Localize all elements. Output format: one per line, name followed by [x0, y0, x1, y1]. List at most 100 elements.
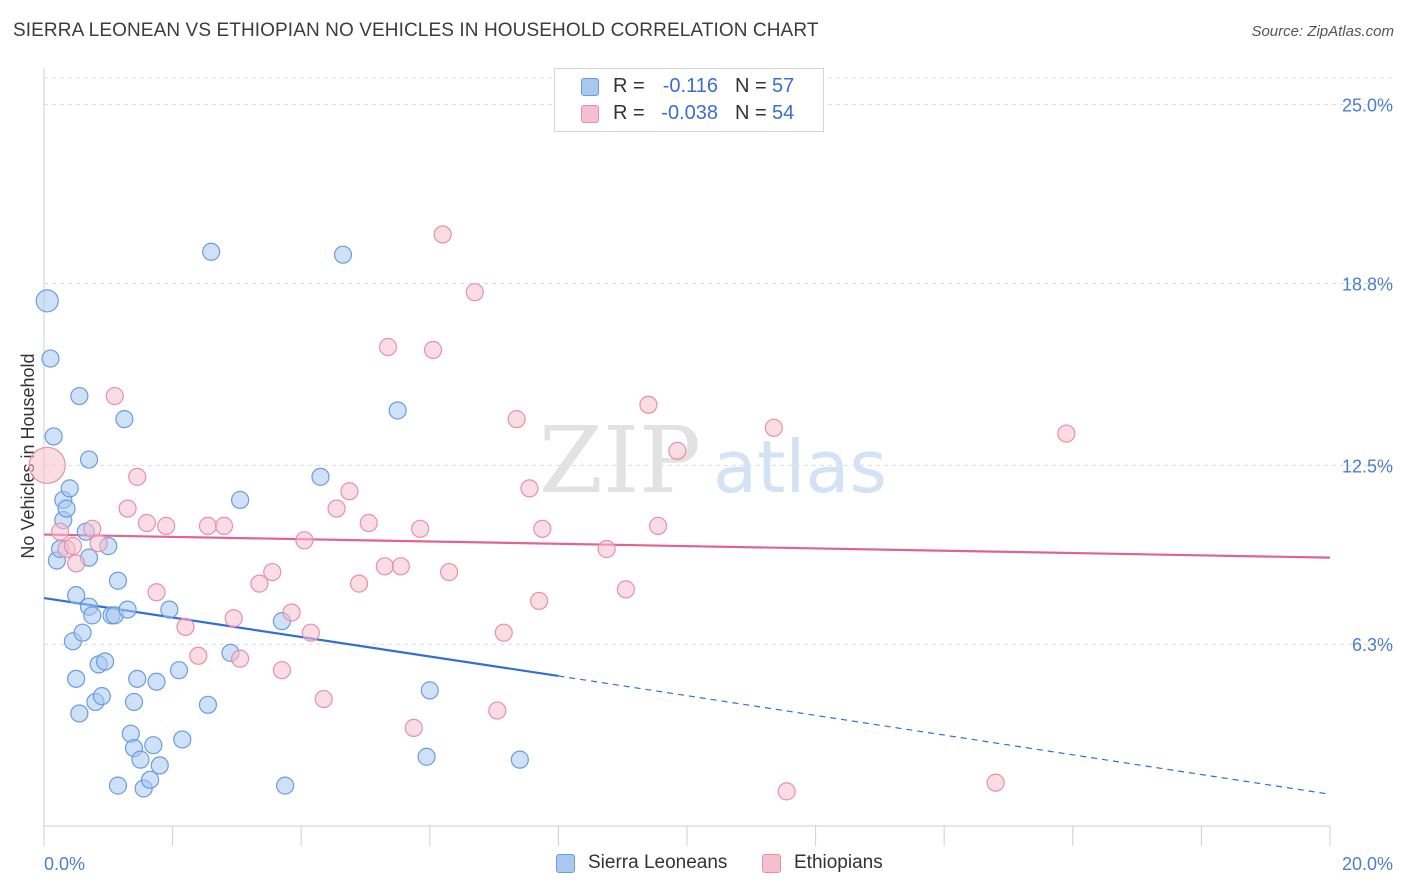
- ethiopian-point: [224, 609, 243, 628]
- ethiopian-point: [214, 516, 234, 536]
- sierra-leonean-point: [124, 692, 144, 712]
- sierra-leonean-point: [417, 747, 436, 766]
- sierra-leonean-point: [60, 479, 79, 498]
- ethiopian-point: [118, 499, 137, 518]
- sierra-leonean-point: [57, 499, 76, 518]
- x-tick-label: 0.0%: [44, 854, 85, 874]
- sierra-leonean-point: [231, 490, 250, 510]
- ethiopian-point: [378, 337, 398, 357]
- sierra-leonean-point: [333, 245, 353, 264]
- ethiopian-point: [439, 562, 459, 582]
- legend-label: Sierra Leoneans: [588, 852, 728, 873]
- sierra-leonean-point: [35, 289, 59, 313]
- sierra-leonean-point: [388, 401, 407, 420]
- ethiopian-point: [764, 418, 783, 437]
- watermark-atlas: atlas: [713, 425, 887, 509]
- r-label: R =: [613, 75, 645, 97]
- ethiopian-point: [105, 386, 124, 406]
- ethiopian-point: [465, 283, 484, 302]
- sierra-leonean-point: [198, 695, 218, 714]
- sierra-leonean-point: [92, 687, 111, 706]
- legend-swatch-blue: [556, 854, 575, 873]
- r-label: R =: [613, 102, 645, 124]
- sierra-leonean-point: [169, 661, 189, 680]
- watermark-zip: ZIP: [539, 407, 701, 514]
- n-label: N =: [735, 102, 767, 124]
- ethiopian-point: [89, 534, 108, 553]
- sierra-leonean-point: [276, 776, 295, 795]
- ethiopian-point: [375, 557, 394, 576]
- ethiopian-point: [668, 441, 687, 460]
- legend-swatch-blue: [581, 78, 599, 96]
- sierra-leonean-trend-extension: [558, 675, 1331, 795]
- n-value: 57: [772, 75, 795, 97]
- sierra-leonean-point: [510, 750, 529, 769]
- sierra-leonean-point: [140, 770, 160, 789]
- gridlines: [44, 77, 1392, 645]
- sierra-leonean-point: [73, 623, 92, 642]
- r-value: -0.038: [661, 102, 718, 124]
- ethiopian-point: [176, 617, 195, 637]
- sierra-leonean-point: [44, 427, 63, 446]
- sierra-leonean-point: [420, 681, 439, 700]
- ethiopian-point: [28, 446, 66, 484]
- ethiopian-point: [530, 591, 549, 611]
- ethiopian-point: [494, 623, 513, 642]
- ethiopian-point: [533, 519, 552, 538]
- ethiopian-point: [263, 562, 282, 582]
- y-axis-label: No Vehicles in Household: [18, 353, 38, 558]
- ethiopian-point: [231, 649, 250, 668]
- sierra-leonean-point: [150, 756, 169, 775]
- data-points: [28, 225, 1076, 801]
- ethiopian-point: [520, 479, 539, 498]
- n-label: N =: [735, 75, 767, 97]
- ethiopian-point: [349, 574, 369, 593]
- ethiopian-point: [1057, 424, 1076, 443]
- y-tick-labels: 6.3% 12.5% 18.8% 25.0%: [1342, 96, 1393, 656]
- ethiopian-point: [301, 623, 320, 642]
- sierra-leonean-point: [131, 750, 150, 769]
- ethiopian-point: [67, 554, 86, 573]
- sierra-leonean-point: [202, 242, 221, 261]
- sierra-leonean-point: [95, 652, 115, 671]
- source-label: Source: ZipAtlas.com: [1251, 23, 1394, 40]
- ethiopian-point: [189, 646, 208, 665]
- x-tick-label: 20.0%: [1342, 854, 1393, 874]
- ethiopian-point: [63, 537, 83, 556]
- watermark: ZIP atlas: [539, 407, 887, 514]
- sierra-leonean-point: [147, 672, 166, 691]
- ethiopian-point: [50, 522, 70, 541]
- sierra-leonean-point: [83, 606, 102, 625]
- y-tick-label: 25.0%: [1342, 96, 1393, 116]
- ethiopian-trend-line: [43, 533, 1331, 559]
- sierra-leonean-point: [115, 410, 134, 429]
- ethiopian-point: [250, 574, 269, 593]
- ethiopian-point: [507, 410, 526, 429]
- ethiopian-point: [128, 467, 147, 486]
- ethiopian-point: [616, 580, 636, 599]
- correlation-legend: R = -0.116 N = 57 R = -0.038 N = 54: [554, 68, 824, 132]
- n-value: 54: [772, 102, 795, 124]
- ethiopian-point: [157, 516, 176, 536]
- ethiopian-point: [272, 661, 292, 680]
- ethiopian-point: [282, 603, 301, 622]
- ethiopian-point: [327, 499, 346, 518]
- ethiopian-point: [314, 689, 333, 709]
- ethiopian-point: [411, 519, 430, 538]
- y-tick-label: 12.5%: [1342, 456, 1393, 476]
- sierra-leonean-point: [67, 586, 86, 605]
- ethiopian-point: [147, 583, 166, 602]
- y-tick-label: 6.3%: [1352, 635, 1393, 655]
- sierra-leonean-point: [70, 386, 89, 406]
- ethiopian-point: [777, 782, 796, 801]
- ethiopian-point: [597, 539, 616, 559]
- sierra-leonean-point: [128, 669, 147, 688]
- sierra-leonean-point: [41, 349, 60, 368]
- r-value: -0.116: [662, 75, 718, 97]
- sierra-leonean-point: [144, 736, 163, 755]
- ethiopian-point: [433, 225, 452, 244]
- chart-title: SIERRA LEONEAN VS ETHIOPIAN NO VEHICLES …: [13, 20, 819, 41]
- ethiopian-point: [295, 531, 314, 550]
- ethiopian-point: [986, 773, 1005, 792]
